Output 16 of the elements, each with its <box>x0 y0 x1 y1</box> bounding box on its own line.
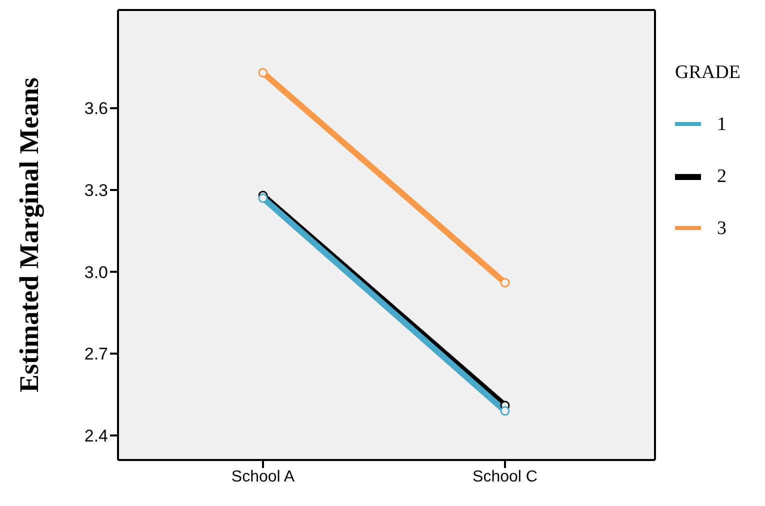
y-tick-label: 3.0 <box>84 262 108 282</box>
y-tick-label: 2.7 <box>84 344 108 364</box>
legend-title: GRADE <box>675 62 742 84</box>
x-tick-label: School A <box>231 468 295 486</box>
y-tick-label: 3.3 <box>84 181 108 200</box>
x-tick-label: School C <box>472 468 538 486</box>
y-axis-title: Estimated Marginal Means <box>14 78 44 392</box>
point <box>258 68 268 78</box>
y-tick-label: 2.4 <box>84 426 108 446</box>
legend-label: 1 <box>717 114 726 136</box>
legend-label: 3 <box>717 218 726 240</box>
point <box>500 278 510 288</box>
legend-label: 2 <box>717 166 726 188</box>
point <box>258 193 268 203</box>
y-tick-label: 3.6 <box>84 99 108 118</box>
point <box>500 406 510 416</box>
